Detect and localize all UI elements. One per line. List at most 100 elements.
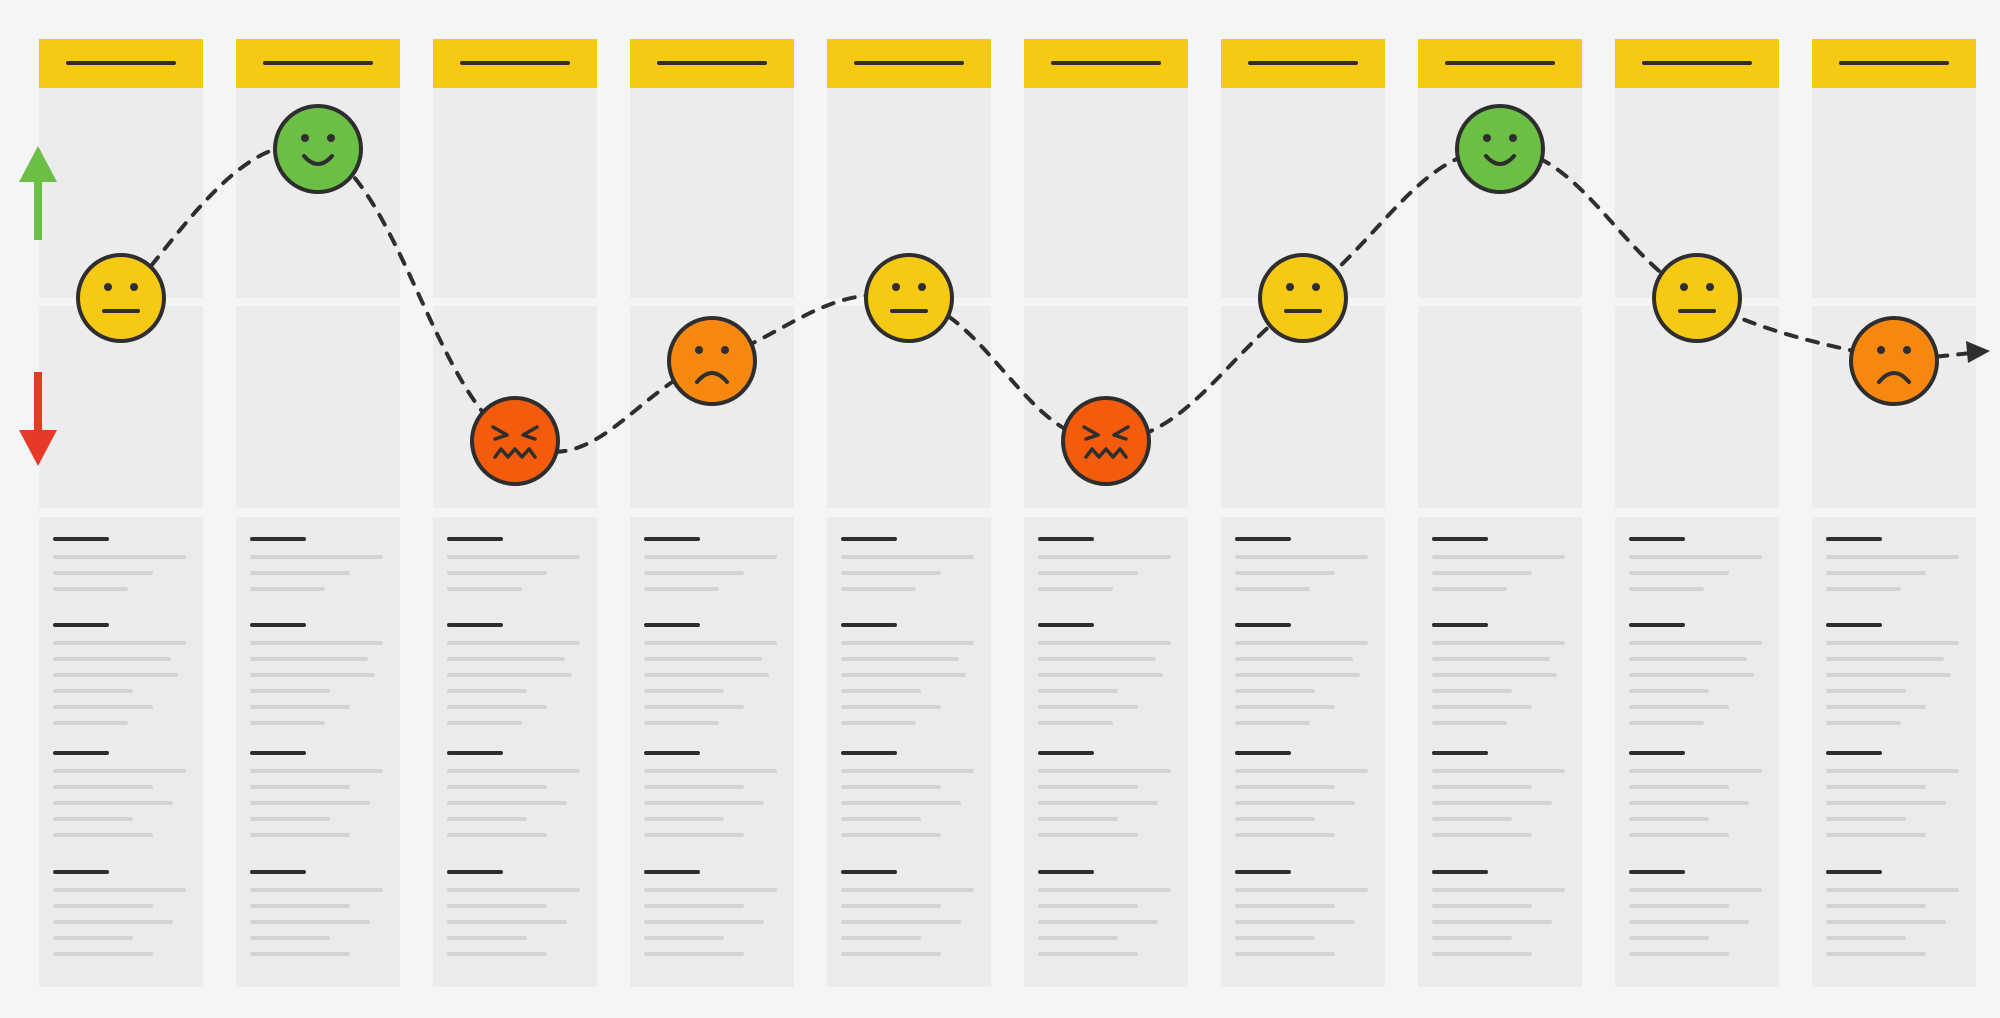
note-text-placeholder [644, 952, 744, 956]
note-text-placeholder [644, 673, 769, 677]
curve-arrowhead-icon [1966, 341, 1990, 363]
note-text-placeholder [447, 920, 567, 924]
note-heading-placeholder [1038, 537, 1094, 541]
notes-panel [1418, 517, 1582, 987]
note-text-placeholder [1432, 587, 1507, 591]
note-text-placeholder [1432, 769, 1565, 773]
note-text-placeholder [644, 641, 777, 645]
note-heading-placeholder [250, 870, 306, 874]
note-text-placeholder [250, 952, 350, 956]
note-heading-placeholder [1038, 751, 1094, 755]
emotion-lane [1418, 306, 1582, 508]
note-text-placeholder [53, 673, 178, 677]
note-text-placeholder [53, 817, 133, 821]
note-text-placeholder [53, 705, 153, 709]
note-text-placeholder [250, 936, 330, 940]
note-text-placeholder [250, 817, 330, 821]
note-text-placeholder [53, 920, 173, 924]
note-heading-placeholder [1432, 870, 1488, 874]
happy-face-icon [273, 104, 363, 194]
note-text-placeholder [1629, 657, 1747, 661]
note-text-placeholder [53, 571, 153, 575]
note-text-placeholder [841, 769, 974, 773]
stage-header [1615, 39, 1779, 88]
note-text-placeholder [841, 657, 959, 661]
note-text-placeholder [250, 641, 383, 645]
note-text-placeholder [1235, 721, 1310, 725]
note-text-placeholder [1432, 657, 1550, 661]
note-text-placeholder [1826, 641, 1959, 645]
note-heading-placeholder [1038, 623, 1094, 627]
note-text-placeholder [250, 587, 325, 591]
emotion-lane [630, 88, 794, 298]
note-heading-placeholder [1629, 870, 1685, 874]
note-text-placeholder [1038, 817, 1118, 821]
neutral-face-icon [76, 253, 166, 343]
notes-panel [1812, 517, 1976, 987]
note-heading-placeholder [644, 537, 700, 541]
note-text-placeholder [1629, 920, 1749, 924]
stage-header [1024, 39, 1188, 88]
note-heading-placeholder [250, 537, 306, 541]
note-text-placeholder [1826, 952, 1926, 956]
note-text-placeholder [250, 555, 383, 559]
note-text-placeholder [644, 587, 719, 591]
note-text-placeholder [644, 555, 777, 559]
note-text-placeholder [644, 705, 744, 709]
note-text-placeholder [1038, 571, 1138, 575]
note-text-placeholder [250, 785, 350, 789]
note-heading-placeholder [644, 623, 700, 627]
note-text-placeholder [841, 689, 921, 693]
note-text-placeholder [53, 769, 186, 773]
note-text-placeholder [250, 904, 350, 908]
stage-header [433, 39, 597, 88]
note-text-placeholder [644, 888, 777, 892]
note-text-placeholder [1432, 936, 1512, 940]
note-text-placeholder [1629, 904, 1729, 908]
note-text-placeholder [1038, 587, 1113, 591]
note-text-placeholder [53, 555, 186, 559]
note-text-placeholder [1235, 936, 1315, 940]
sad-face-icon [667, 316, 757, 406]
note-heading-placeholder [1826, 537, 1882, 541]
note-text-placeholder [250, 769, 383, 773]
note-text-placeholder [644, 817, 724, 821]
note-text-placeholder [447, 673, 572, 677]
note-text-placeholder [447, 769, 580, 773]
note-text-placeholder [53, 657, 171, 661]
stage-title-placeholder [66, 61, 176, 65]
note-text-placeholder [1235, 785, 1335, 789]
note-heading-placeholder [447, 751, 503, 755]
note-text-placeholder [841, 641, 974, 645]
note-text-placeholder [447, 657, 565, 661]
notes-panel [1615, 517, 1779, 987]
note-text-placeholder [1826, 705, 1926, 709]
stage-header [236, 39, 400, 88]
note-text-placeholder [1629, 817, 1709, 821]
note-text-placeholder [1629, 936, 1709, 940]
note-heading-placeholder [1826, 623, 1882, 627]
note-text-placeholder [1235, 571, 1335, 575]
note-text-placeholder [1038, 641, 1171, 645]
note-text-placeholder [841, 673, 966, 677]
note-text-placeholder [644, 769, 777, 773]
sad-face-icon [1849, 316, 1939, 406]
note-text-placeholder [447, 721, 522, 725]
note-heading-placeholder [1432, 537, 1488, 541]
neutral-face-icon [864, 253, 954, 343]
note-text-placeholder [53, 952, 153, 956]
note-text-placeholder [1629, 785, 1729, 789]
note-text-placeholder [841, 888, 974, 892]
note-text-placeholder [1038, 657, 1156, 661]
note-text-placeholder [53, 801, 173, 805]
note-text-placeholder [1826, 555, 1959, 559]
note-heading-placeholder [1629, 537, 1685, 541]
note-text-placeholder [1038, 705, 1138, 709]
note-text-placeholder [1038, 785, 1138, 789]
note-text-placeholder [447, 936, 527, 940]
note-heading-placeholder [841, 623, 897, 627]
notes-panel [1024, 517, 1188, 987]
note-text-placeholder [1235, 587, 1310, 591]
note-text-placeholder [1038, 721, 1113, 725]
